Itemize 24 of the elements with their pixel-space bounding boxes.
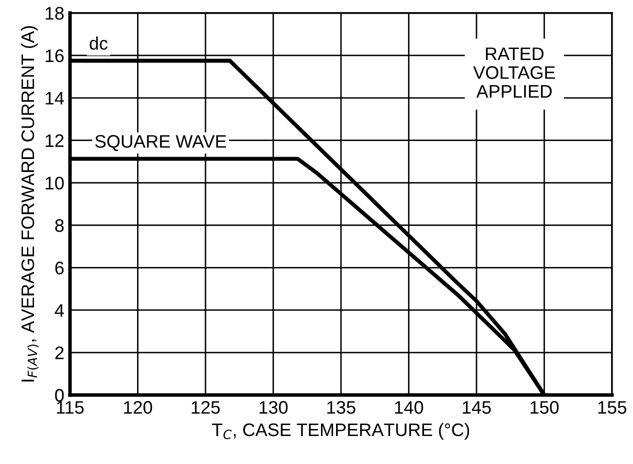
- y-tick-label: 12: [46, 134, 64, 147]
- y-tick-label: 6: [55, 262, 64, 274]
- y-tick-label: 16: [46, 49, 64, 62]
- series-label: dc: [90, 36, 108, 50]
- y-tick-label: 10: [46, 176, 64, 190]
- series-label: SQUARE WAVE: [95, 135, 226, 152]
- x-tick-label: 155: [598, 401, 626, 414]
- x-tick-label: 140: [395, 401, 424, 414]
- y-tick-label: 0: [55, 388, 64, 402]
- x-tick-label: 135: [327, 401, 356, 414]
- y-tick-label: 2: [55, 346, 64, 360]
- x-axis-title: T$_{C}$, CASE TEMPERATURE (°C): [212, 422, 470, 440]
- x-tick-label: 145: [462, 401, 491, 414]
- x-tick-label: 120: [124, 401, 152, 414]
- x-tick-label: 130: [260, 401, 288, 414]
- y-tick-label: 4: [54, 304, 64, 317]
- x-tick-label: 125: [192, 401, 220, 414]
- y-tick-label: 8: [55, 219, 64, 232]
- annotation: RATED VOLTAGE APPLIED: [473, 48, 555, 98]
- x-tick-label: 115: [56, 401, 84, 414]
- x-tick-label: 150: [530, 401, 559, 414]
- y-axis-title: I$_{F(AV)}$, AVERAGE FORWARD CURRENT (A): [20, 26, 39, 382]
- y-tick-label: 18: [46, 6, 64, 20]
- y-tick-label: 14: [46, 92, 64, 104]
